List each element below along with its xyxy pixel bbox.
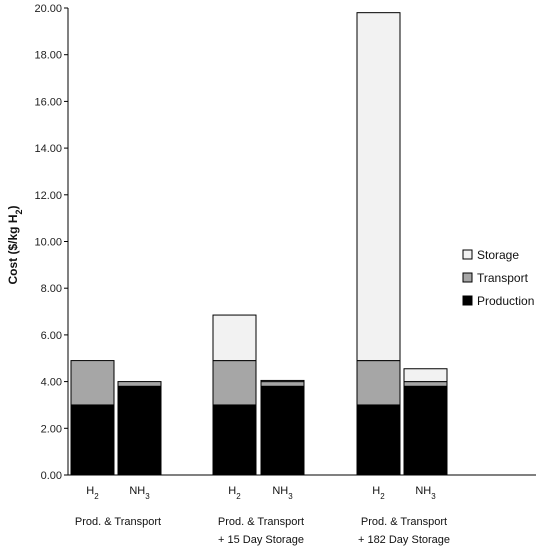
x-category-label: H2 bbox=[228, 485, 241, 501]
y-axis: 0.00 2.00 4.00 6.00 8.00 10.00 12.00 14.00 16.00… bbox=[34, 3, 69, 482]
bar-segment-production bbox=[212, 404, 257, 476]
bar-segment-storage bbox=[356, 12, 401, 362]
legend-label-transport: Transport bbox=[477, 271, 529, 285]
x-axis: H2 NH3 H2 NH3 H2 NH3 Prod. & Transport Prod. & … bbox=[68, 474, 536, 546]
bar-segment-transport bbox=[212, 360, 257, 406]
x-category-label: NH3 bbox=[415, 485, 436, 501]
bar-segment-storage bbox=[403, 368, 448, 383]
bar-segment-transport bbox=[356, 360, 401, 406]
y-axis-label: Cost ($/kg H2) bbox=[6, 205, 24, 284]
bar-segment-production bbox=[117, 385, 162, 476]
bar-segment-transport bbox=[260, 381, 305, 387]
x-group-sublabel: + 182 Day Storage bbox=[358, 534, 450, 546]
y-tick-label: 12.00 bbox=[34, 190, 62, 202]
x-group-label: Prod. & Transport bbox=[218, 516, 304, 528]
y-tick-label: 20.00 bbox=[34, 3, 62, 15]
bar-segment-transport bbox=[70, 360, 115, 406]
bar-segment-transport bbox=[403, 381, 448, 387]
x-group-sublabel: + 15 Day Storage bbox=[218, 534, 304, 546]
y-tick-label: 0.00 bbox=[41, 470, 62, 482]
bar-segment-transport bbox=[117, 381, 162, 387]
y-tick-label: 4.00 bbox=[41, 377, 62, 389]
y-tick-label: 2.00 bbox=[41, 423, 62, 435]
bar-segment-production bbox=[356, 404, 401, 476]
x-category-label: H2 bbox=[86, 485, 99, 501]
x-category-label: NH3 bbox=[129, 485, 150, 501]
y-tick-label: 8.00 bbox=[41, 283, 62, 295]
bars bbox=[70, 12, 448, 476]
y-tick-label: 18.00 bbox=[34, 50, 62, 62]
y-tick-label: 16.00 bbox=[34, 96, 62, 108]
x-group-label: Prod. & Transport bbox=[75, 516, 161, 528]
y-tick-label: 10.00 bbox=[34, 237, 62, 249]
legend-swatch-transport bbox=[462, 272, 473, 283]
y-tick-label: 6.00 bbox=[41, 330, 62, 342]
bar-segment-production bbox=[70, 404, 115, 476]
bar-segment-storage bbox=[212, 314, 257, 362]
legend: Storage Transport Production bbox=[462, 248, 534, 308]
bar-segment-production bbox=[403, 385, 448, 476]
bar-segment-storage bbox=[260, 379, 305, 383]
x-category-label: NH3 bbox=[272, 485, 293, 501]
legend-label-production: Production bbox=[477, 294, 534, 308]
legend-swatch-storage bbox=[462, 249, 473, 260]
bar-segment-production bbox=[260, 385, 305, 476]
y-tick-label: 14.00 bbox=[34, 143, 62, 155]
legend-label-storage: Storage bbox=[477, 248, 519, 262]
x-category-label: H2 bbox=[372, 485, 385, 501]
legend-swatch-production bbox=[462, 295, 473, 306]
x-group-label: Prod. & Transport bbox=[361, 516, 447, 528]
